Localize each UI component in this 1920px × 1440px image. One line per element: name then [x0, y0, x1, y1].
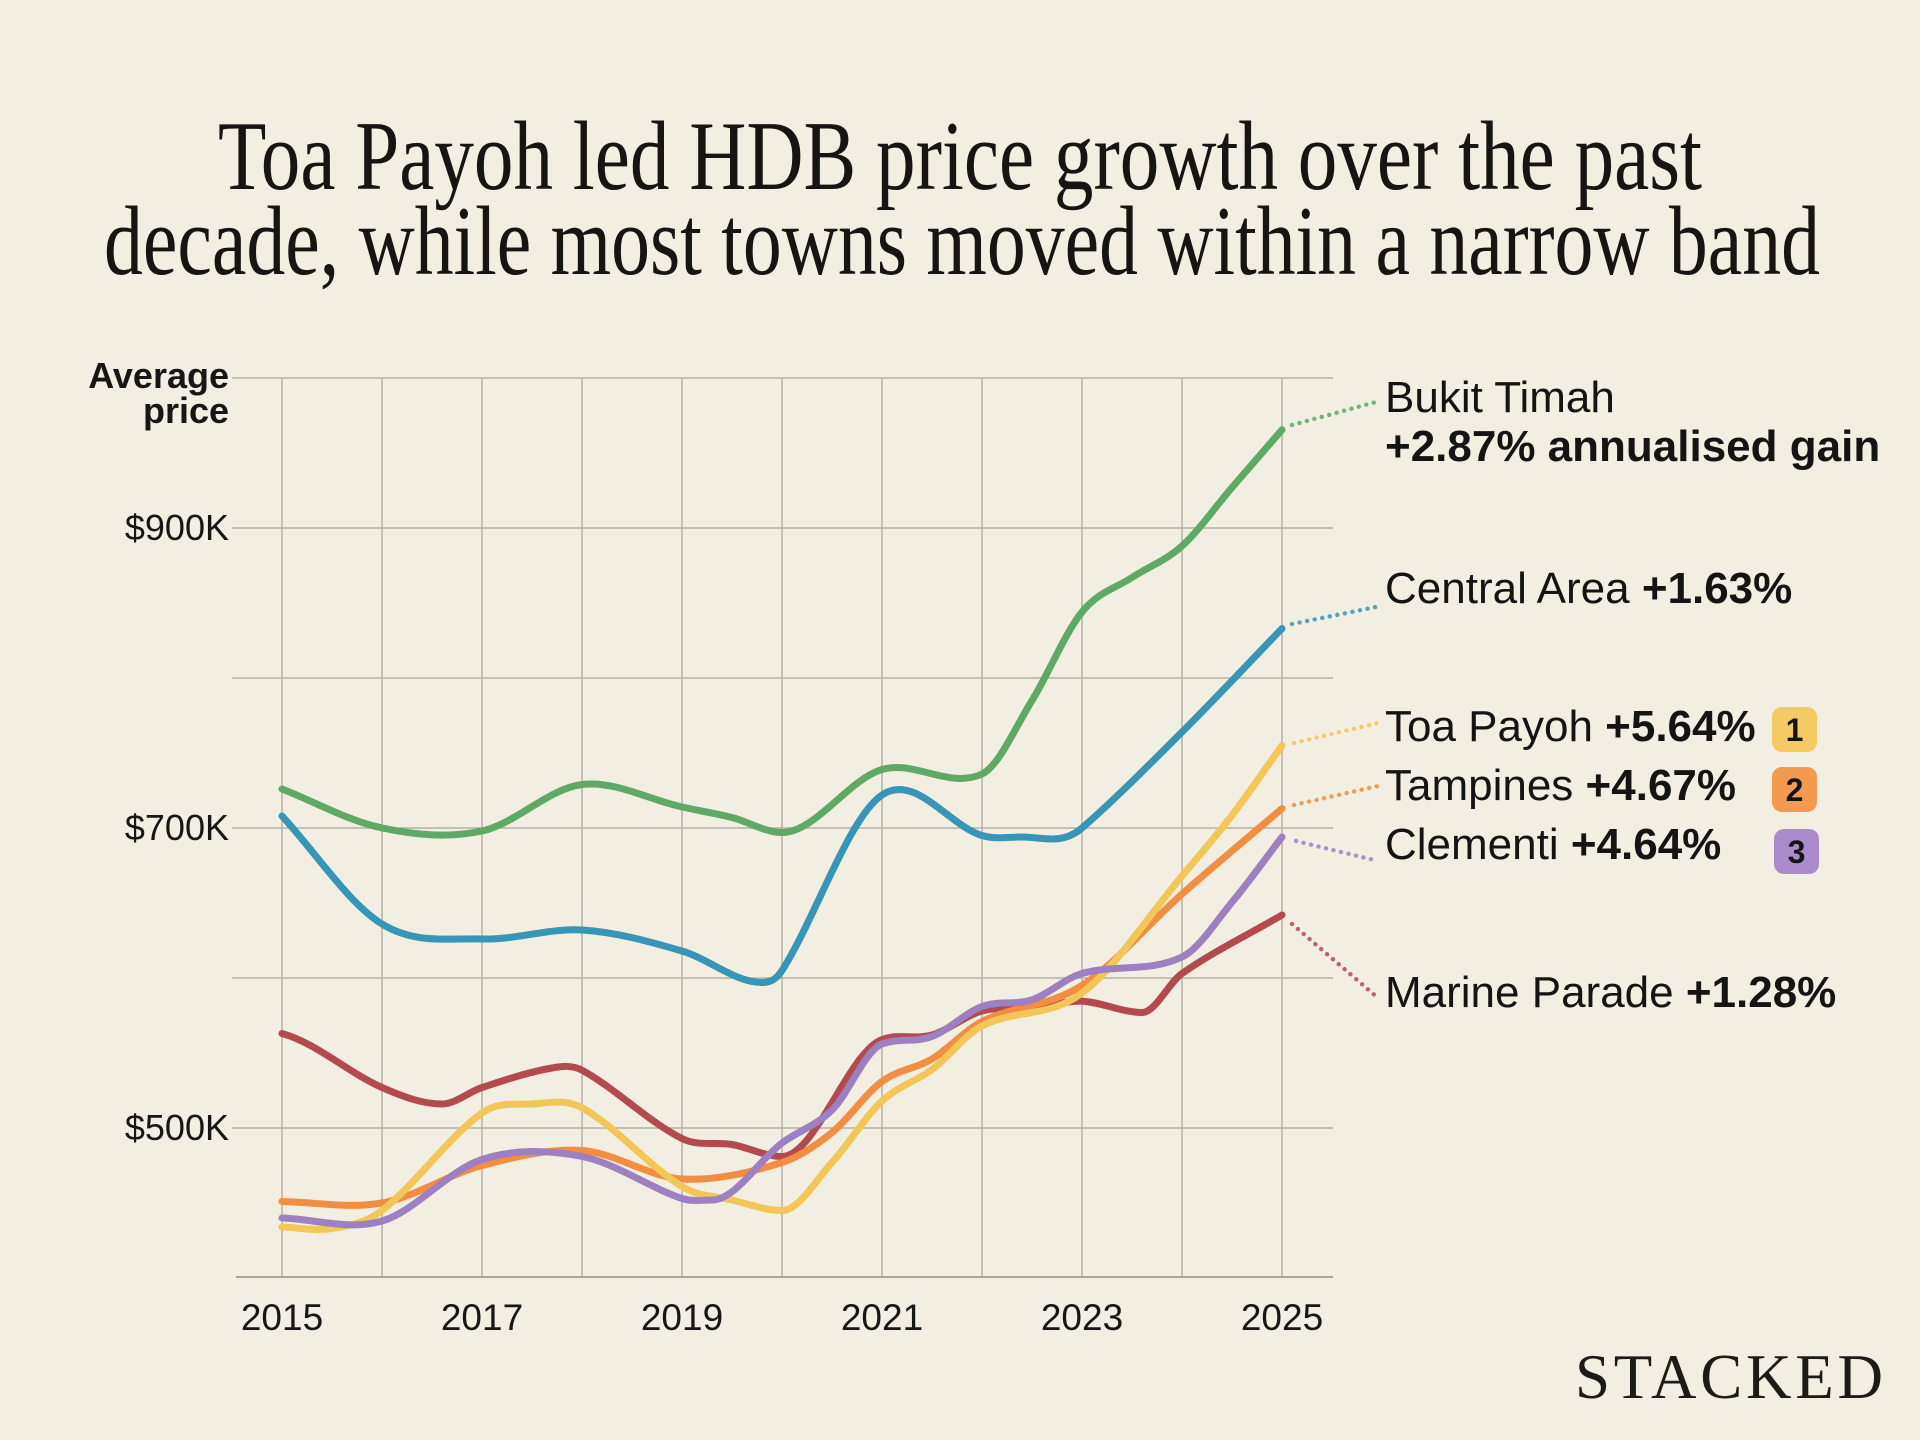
svg-text:2017: 2017 — [441, 1297, 523, 1338]
svg-text:Toa Payoh +5.64%: Toa Payoh +5.64% — [1385, 702, 1756, 751]
svg-text:price: price — [143, 390, 229, 431]
svg-text:Clementi +4.64%: Clementi +4.64% — [1385, 820, 1721, 869]
svg-text:2015: 2015 — [241, 1297, 323, 1338]
svg-text:Average: Average — [88, 355, 229, 396]
svg-text:2025: 2025 — [1241, 1297, 1323, 1338]
svg-text:2021: 2021 — [841, 1297, 923, 1338]
svg-text:$900K: $900K — [125, 507, 229, 548]
svg-text:$500K: $500K — [125, 1107, 229, 1148]
svg-text:+2.87% annualised gain: +2.87% annualised gain — [1385, 422, 1880, 471]
svg-text:Marine Parade +1.28%: Marine Parade +1.28% — [1385, 968, 1836, 1017]
svg-text:2019: 2019 — [641, 1297, 723, 1338]
svg-text:Toa Payoh led HDB price growth: Toa Payoh led HDB price growth over the … — [218, 102, 1702, 211]
svg-text:STACKED: STACKED — [1575, 1342, 1883, 1412]
svg-text:Central Area +1.63%: Central Area +1.63% — [1385, 564, 1792, 613]
svg-text:Bukit Timah: Bukit Timah — [1385, 373, 1615, 422]
svg-text:3: 3 — [1788, 834, 1806, 870]
svg-text:2: 2 — [1786, 772, 1804, 808]
svg-text:Tampines +4.67%: Tampines +4.67% — [1385, 761, 1736, 810]
svg-text:1: 1 — [1786, 712, 1804, 748]
svg-text:$700K: $700K — [125, 807, 229, 848]
svg-text:2023: 2023 — [1041, 1297, 1123, 1338]
svg-text:decade, while most towns moved: decade, while most towns moved within a … — [104, 187, 1820, 296]
